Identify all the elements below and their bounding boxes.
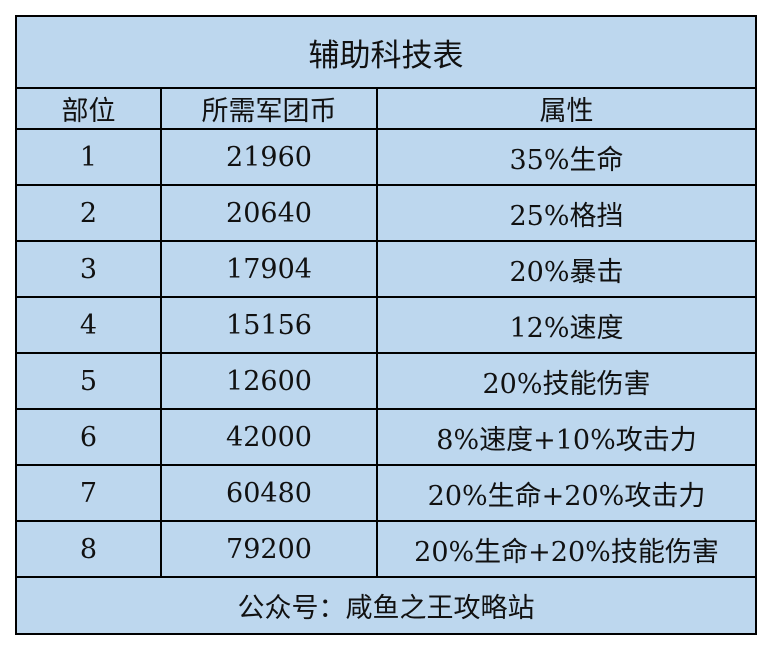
header-row: 部位 所需军团币 属性 (15, 87, 757, 130)
cell-attr: 20%生命+20%技能伤害 (376, 520, 757, 578)
cell-cost: 15156 (160, 296, 378, 354)
cell-cost: 17904 (160, 240, 378, 298)
table-row: 3 17904 20%暴击 (15, 240, 757, 298)
header-cost: 所需军团币 (160, 87, 378, 130)
cell-part: 2 (15, 184, 162, 242)
table-footer: 公众号：咸鱼之王攻略站 (15, 576, 757, 635)
cell-cost: 21960 (160, 128, 378, 186)
cell-part: 1 (15, 128, 162, 186)
table-row: 7 60480 20%生命+20%攻击力 (15, 464, 757, 522)
cell-cost: 20640 (160, 184, 378, 242)
cell-cost: 60480 (160, 464, 378, 522)
cell-attr: 12%速度 (376, 296, 757, 354)
tech-table: 辅助科技表 部位 所需军团币 属性 1 21960 35%生命 2 20640 25%格挡… (15, 15, 757, 635)
header-part: 部位 (15, 87, 162, 130)
cell-part: 7 (15, 464, 162, 522)
cell-cost: 42000 (160, 408, 378, 466)
cell-part: 8 (15, 520, 162, 578)
table-row: 6 42000 8%速度+10%攻击力 (15, 408, 757, 466)
cell-part: 6 (15, 408, 162, 466)
cell-attr: 8%速度+10%攻击力 (376, 408, 757, 466)
table-row: 1 21960 35%生命 (15, 128, 757, 186)
cell-attr: 20%暴击 (376, 240, 757, 298)
table-row: 8 79200 20%生命+20%技能伤害 (15, 520, 757, 578)
header-attr: 属性 (376, 87, 757, 130)
cell-part: 5 (15, 352, 162, 410)
table-row: 4 15156 12%速度 (15, 296, 757, 354)
cell-attr: 20%生命+20%攻击力 (376, 464, 757, 522)
cell-attr: 20%技能伤害 (376, 352, 757, 410)
table-row: 2 20640 25%格挡 (15, 184, 757, 242)
table-title: 辅助科技表 (15, 15, 757, 89)
cell-part: 3 (15, 240, 162, 298)
cell-attr: 35%生命 (376, 128, 757, 186)
cell-part: 4 (15, 296, 162, 354)
cell-cost: 12600 (160, 352, 378, 410)
cell-attr: 25%格挡 (376, 184, 757, 242)
table-row: 5 12600 20%技能伤害 (15, 352, 757, 410)
cell-cost: 79200 (160, 520, 378, 578)
